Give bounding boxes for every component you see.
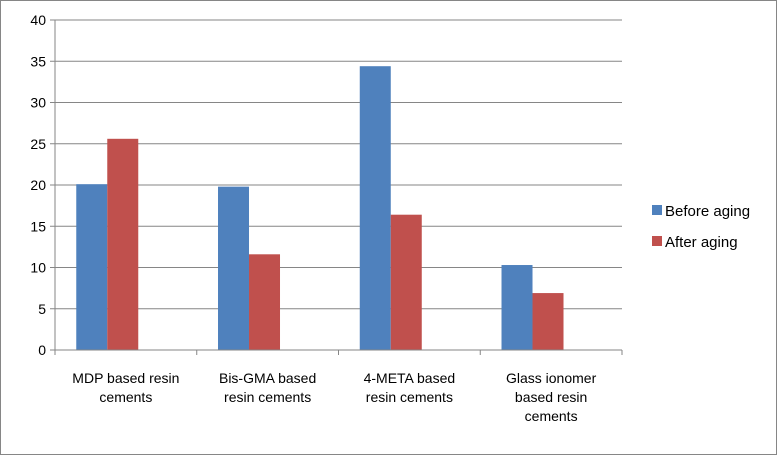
x-category-label: Bis-GMA based resin cements: [219, 370, 316, 405]
x-category-label: 4-META based resin cements: [364, 370, 456, 405]
x-category-label-line: 4-META based: [364, 370, 456, 386]
y-axis-ticks: 0 5 10 15 20 25 30 35 40: [30, 12, 46, 358]
bar-before-aging: [76, 184, 108, 350]
legend-label: After aging: [665, 234, 738, 251]
legend-swatch: [652, 236, 662, 246]
legend-label: Before aging: [665, 203, 750, 220]
legend-swatch: [652, 205, 662, 215]
x-axis-categories: MDP based resin cements Bis-GMA based resin…: [72, 370, 596, 424]
x-category-label-line: resin cements: [366, 389, 453, 405]
bars: [76, 66, 564, 350]
x-category-label-line: Glass ionomer: [506, 370, 597, 386]
bar-after-aging: [390, 214, 422, 350]
legend: Before aging After aging: [652, 203, 750, 251]
x-category-label: MDP based resin cements: [72, 370, 179, 405]
y-tick-label: 25: [30, 136, 46, 152]
x-category-label-line: resin cements: [224, 389, 311, 405]
bar-after-aging: [249, 254, 281, 350]
y-tick-label: 0: [38, 342, 46, 358]
bar-before-aging: [359, 66, 391, 350]
gridlines: [55, 19, 622, 310]
bar-after-aging: [107, 138, 139, 350]
bar-before-aging: [218, 186, 250, 350]
x-category-label: Glass ionomer based resin cements: [506, 370, 597, 424]
x-category-label-line: cements: [99, 389, 152, 405]
y-tick-label: 20: [30, 177, 46, 193]
y-tick-label: 15: [30, 218, 46, 234]
x-category-label-line: based resin: [515, 389, 587, 405]
y-tick-label: 10: [30, 260, 46, 276]
y-tick-label: 40: [30, 12, 46, 28]
axes: [50, 19, 623, 355]
bar-after-aging: [532, 293, 564, 350]
x-category-label-line: cements: [525, 408, 578, 424]
bar-before-aging: [501, 265, 533, 350]
y-tick-label: 30: [30, 95, 46, 111]
x-category-label-line: Bis-GMA based: [219, 370, 316, 386]
y-tick-label: 35: [30, 53, 46, 69]
y-tick-label: 5: [38, 301, 46, 317]
x-category-label-line: MDP based resin: [72, 370, 179, 386]
